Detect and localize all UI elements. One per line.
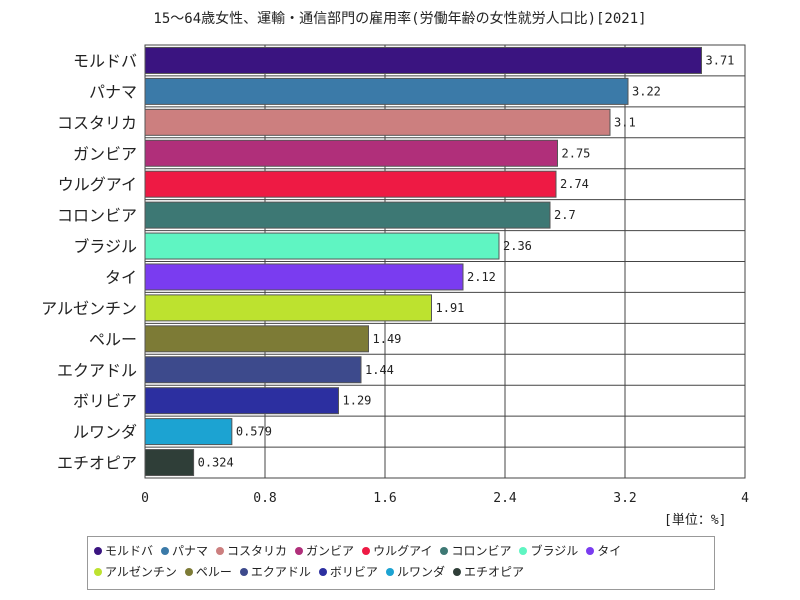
legend-marker — [519, 547, 528, 555]
plot-frame — [144, 44, 746, 479]
legend-marker — [94, 568, 102, 576]
value-label: 3.1 — [614, 115, 636, 129]
category-label: ボリビア — [73, 392, 137, 411]
legend-item: モルドバ — [94, 541, 153, 562]
legend-marker — [239, 568, 248, 576]
legend-marker — [385, 568, 394, 576]
category-label: アルゼンチン — [41, 299, 137, 318]
bar — [144, 46, 702, 74]
legend-item: エクアドル — [239, 562, 311, 583]
category-label: ペルー — [89, 330, 137, 349]
value-label: 2.7 — [554, 208, 576, 222]
legend-label: パナマ — [172, 544, 209, 558]
bar — [144, 77, 629, 105]
legend-label: タイ — [597, 544, 622, 558]
bar — [144, 232, 500, 260]
unit-label: [単位：%] — [664, 513, 727, 528]
value-label: 2.36 — [503, 239, 532, 253]
category-label: ガンビア — [73, 144, 137, 163]
legend-marker — [440, 547, 449, 555]
category-label: エクアドル — [57, 361, 137, 380]
value-label: 1.44 — [365, 363, 394, 377]
bar — [144, 325, 369, 353]
legend-label: ペルー — [195, 565, 232, 579]
legend-marker — [184, 568, 193, 576]
legend-label: モルドバ — [105, 544, 154, 558]
legend-item: コスタリカ — [216, 541, 287, 562]
bar — [144, 294, 432, 322]
legend-item: ボリビア — [318, 562, 378, 583]
bar — [144, 139, 558, 167]
value-label: 3.22 — [632, 84, 661, 98]
legend: モルドバ パナマ コスタリカ ガンビア ウルグアイ コロンビア ブラジル タイアルゼンチン ペル… — [87, 536, 715, 590]
x-tick-label: 4 — [741, 491, 749, 506]
value-label: 0.579 — [236, 425, 272, 439]
legend-marker — [362, 547, 371, 555]
category-label: パナマ — [89, 82, 137, 101]
x-tick-label: 0 — [141, 491, 149, 506]
legend-item: エチオピア — [452, 562, 524, 583]
legend-label: ガンビア — [306, 544, 355, 558]
legend-item: タイ — [586, 541, 621, 562]
category-label: ブラジル — [73, 237, 137, 256]
legend-item: ブラジル — [519, 541, 578, 562]
legend-item: ルワンダ — [385, 562, 445, 583]
bar — [144, 263, 464, 291]
category-label: ルワンダ — [73, 423, 137, 442]
x-tick-label: 1.6 — [373, 491, 396, 506]
bar — [144, 449, 195, 477]
legend-item: ペルー — [184, 562, 232, 583]
category-label: ウルグアイ — [58, 175, 137, 194]
value-label: 3.71 — [706, 53, 735, 67]
legend-label: ウルグアイ — [373, 544, 433, 558]
legend-item: アルゼンチン — [94, 562, 177, 583]
bar — [144, 201, 551, 229]
legend-item: ガンビア — [295, 541, 354, 562]
bar — [144, 387, 339, 415]
value-label: 2.75 — [562, 146, 591, 160]
legend-label: ルワンダ — [396, 565, 445, 579]
category-label: コロンビア — [57, 206, 137, 225]
legend-marker — [318, 568, 327, 576]
value-label: 0.324 — [198, 456, 234, 470]
legend-label: コロンビア — [451, 544, 512, 558]
value-label: 1.49 — [373, 332, 402, 346]
x-tick-label: 2.4 — [493, 491, 517, 506]
legend-item: ウルグアイ — [362, 541, 432, 562]
bar — [144, 418, 233, 446]
bar — [144, 356, 362, 384]
legend-label: エチオピア — [463, 565, 524, 579]
legend-item: パナマ — [161, 541, 208, 562]
x-tick-label: 3.2 — [613, 491, 636, 506]
value-label: 2.12 — [467, 270, 496, 284]
value-label: 1.29 — [343, 394, 372, 408]
legend-label: エクアドル — [250, 565, 311, 579]
chart-title: 15～64歳女性、運輸・通信部門の雇用率(労働年齢の女性就労人口比)[2021] — [153, 11, 647, 27]
legend-label: ブラジル — [530, 544, 579, 558]
legend-marker — [161, 547, 170, 555]
legend-marker — [216, 547, 225, 555]
category-label: エチオピア — [57, 454, 137, 473]
legend-label: ボリビア — [329, 565, 378, 579]
bar — [144, 170, 557, 198]
category-label: モルドバ — [73, 51, 137, 70]
legend-marker — [94, 547, 102, 555]
x-tick-label: 0.8 — [253, 491, 276, 506]
bar — [144, 108, 611, 136]
value-label: 1.91 — [436, 301, 465, 315]
legend-marker — [452, 568, 461, 576]
legend-marker — [586, 547, 595, 555]
category-label: タイ — [105, 268, 137, 287]
value-label: 2.74 — [560, 177, 589, 191]
legend-marker — [295, 547, 304, 555]
category-label: コスタリカ — [57, 113, 137, 132]
legend-item: コロンビア — [440, 541, 511, 562]
legend-label: アルゼンチン — [105, 565, 177, 579]
legend-label: コスタリカ — [227, 544, 288, 558]
